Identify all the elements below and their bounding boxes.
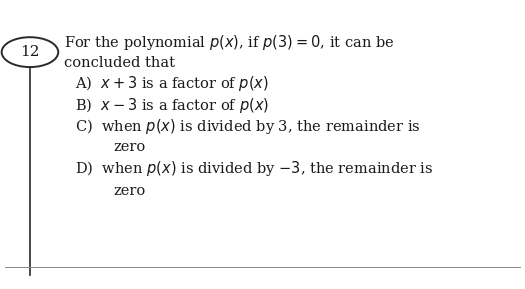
Text: D)  when $p(x)$ is divided by $-3$, the remainder is: D) when $p(x)$ is divided by $-3$, the r… bbox=[75, 160, 433, 178]
Text: zero: zero bbox=[113, 184, 145, 198]
Text: B)  $x-3$ is a factor of $p(x)$: B) $x-3$ is a factor of $p(x)$ bbox=[75, 96, 269, 115]
Text: concluded that: concluded that bbox=[65, 56, 175, 70]
Text: C)  when $p(x)$ is divided by 3, the remainder is: C) when $p(x)$ is divided by 3, the rema… bbox=[75, 117, 421, 136]
Text: zero: zero bbox=[113, 140, 145, 154]
Text: For the polynomial $p(x)$, if $p(3) = 0$, it can be: For the polynomial $p(x)$, if $p(3) = 0$… bbox=[65, 33, 395, 52]
Text: 12: 12 bbox=[20, 45, 40, 59]
Text: A)  $x+3$ is a factor of $p(x)$: A) $x+3$ is a factor of $p(x)$ bbox=[75, 74, 269, 93]
